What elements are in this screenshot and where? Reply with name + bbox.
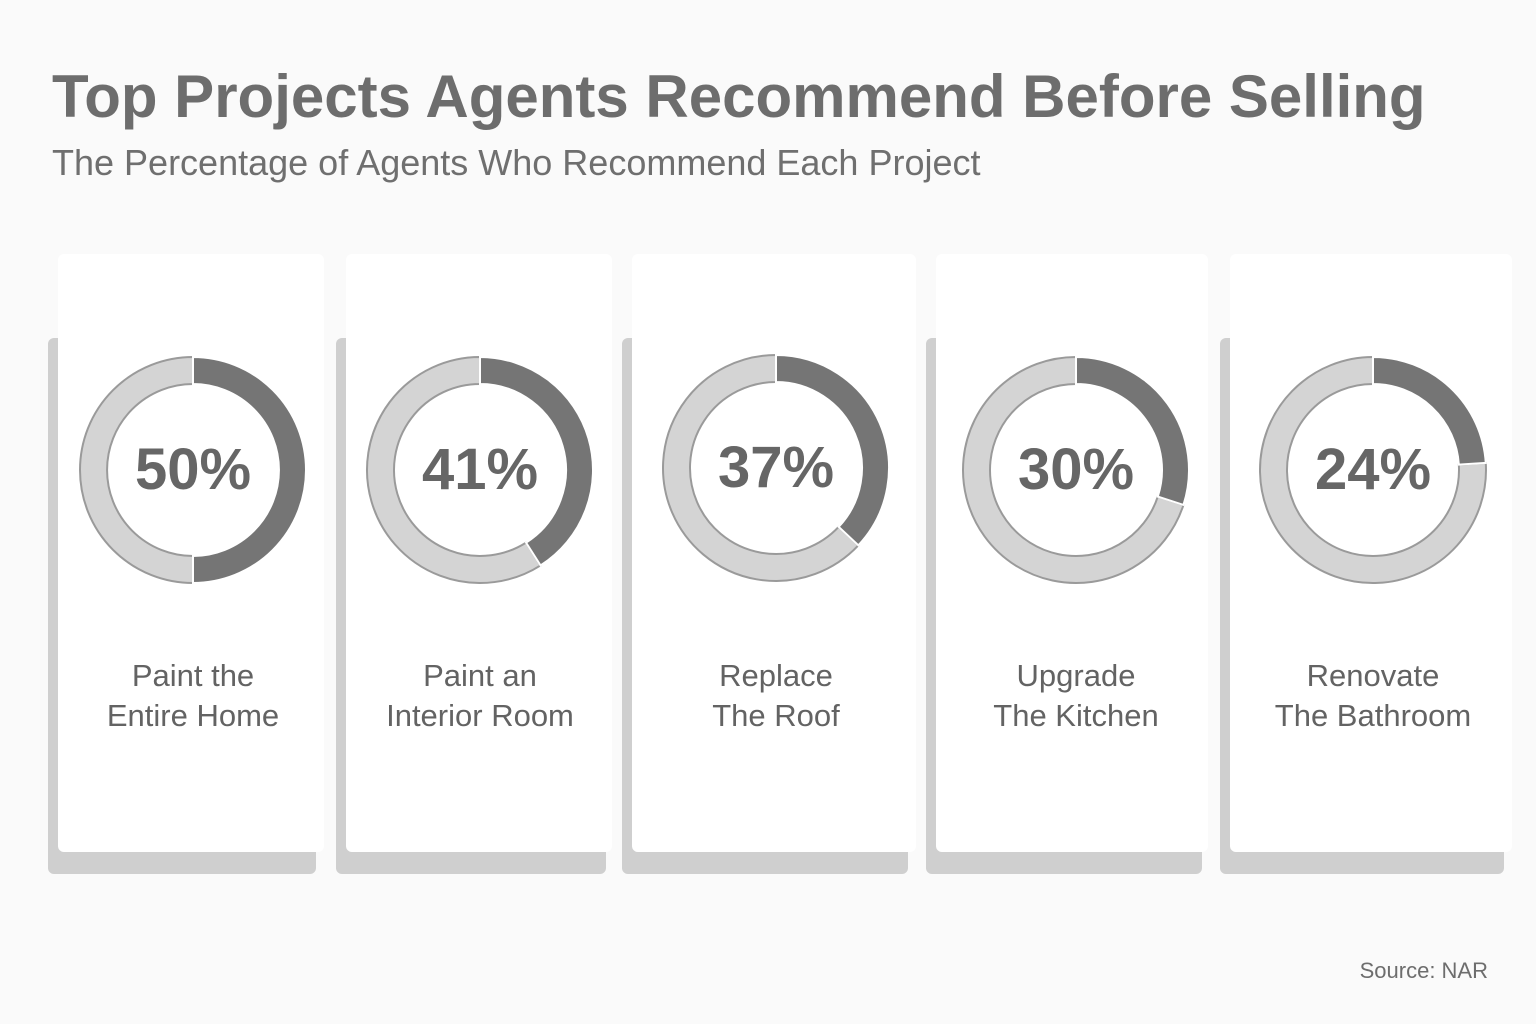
category-label-line: Renovate — [1306, 658, 1440, 693]
card-panel — [632, 254, 916, 852]
category-label: Replace The Roof — [636, 656, 916, 736]
category-label-line: Paint the — [131, 658, 255, 693]
chart-subtitle: The Percentage of Agents Who Recommend E… — [52, 142, 981, 183]
project-card — [336, 254, 612, 874]
percent-label: 50% — [134, 437, 252, 502]
percent-label: 41% — [421, 437, 539, 502]
category-label-line: Interior Room — [386, 698, 574, 733]
category-label: Renovate The Bathroom — [1233, 656, 1513, 736]
category-label-line: The Kitchen — [993, 698, 1159, 733]
percent-label: 24% — [1314, 437, 1432, 502]
card-panel — [58, 254, 324, 852]
category-label-line: Entire Home — [106, 698, 280, 733]
category-label-line: The Roof — [712, 698, 840, 733]
percent-label: 30% — [1017, 437, 1135, 502]
chart-title: Top Projects Agents Recommend Before Sel… — [52, 63, 1426, 130]
card-panel — [936, 254, 1208, 852]
project-card — [622, 254, 916, 874]
category-label-line: The Bathroom — [1274, 698, 1472, 733]
category-label-line: Upgrade — [1016, 658, 1136, 693]
category-label-line: Replace — [719, 658, 833, 693]
project-card — [926, 254, 1208, 874]
category-label: Paint the Entire Home — [53, 656, 333, 736]
project-card — [48, 254, 324, 874]
card-panel — [346, 254, 612, 852]
card-panel — [1230, 254, 1512, 852]
source-note: Source: NAR — [1359, 958, 1488, 983]
category-label: Paint an Interior Room — [340, 656, 620, 736]
category-label: Upgrade The Kitchen — [936, 656, 1216, 736]
project-card — [1220, 254, 1512, 874]
category-label-line: Paint an — [423, 658, 537, 693]
percent-label: 37% — [717, 435, 835, 500]
